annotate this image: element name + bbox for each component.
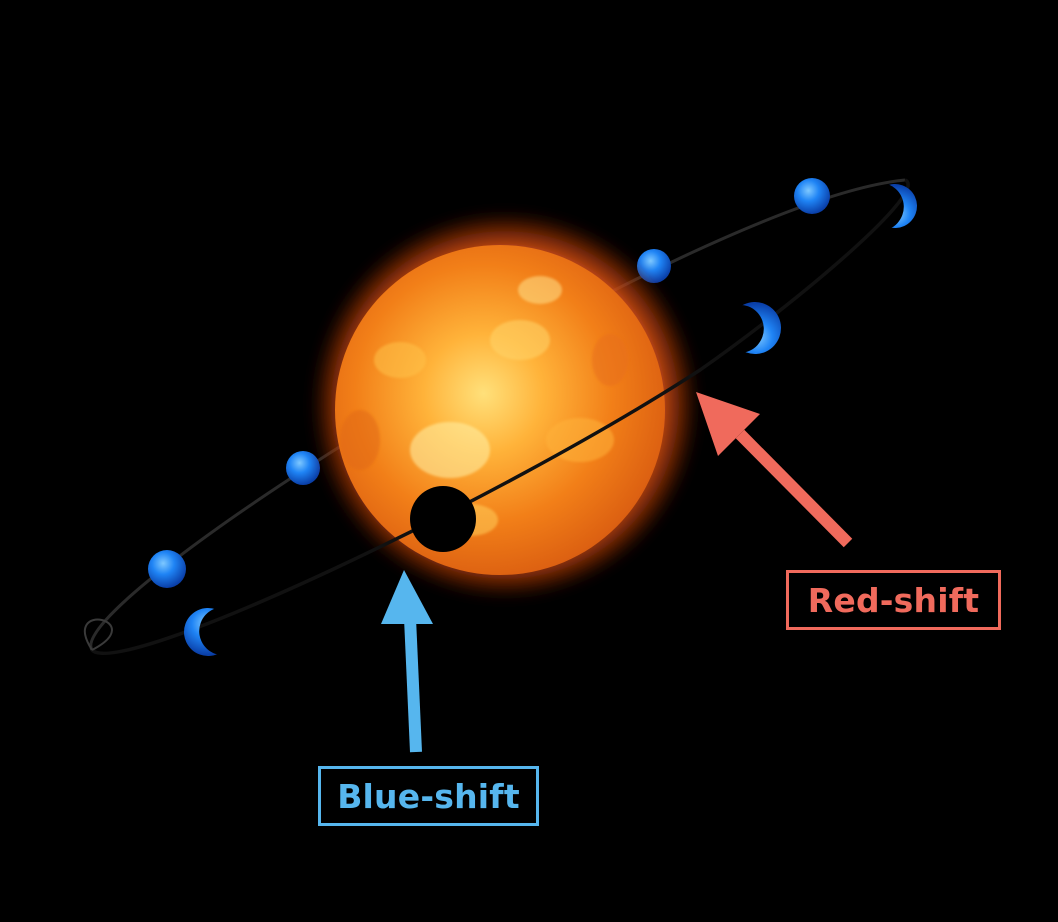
red-shift-label: Red-shift: [786, 570, 1001, 630]
orbit-front-path: [90, 178, 910, 656]
planet-far-leftmost: [148, 550, 186, 588]
orbit-front-highlight: [84, 618, 113, 651]
planet-far-left: [286, 451, 320, 485]
star-body: [335, 245, 665, 575]
star-surface-detail: [340, 276, 628, 536]
planet-far-top: [794, 178, 830, 214]
blue-shift-label: Blue-shift: [318, 766, 539, 826]
planet-crescent-lower-left: [184, 608, 232, 656]
planet-crescent-mid-right: [729, 302, 781, 354]
red-shift-arrow: [696, 392, 853, 548]
blue-shift-arrow: [381, 570, 433, 753]
planet-crescent-top-right: [873, 184, 917, 228]
transiting-planet: [410, 486, 476, 552]
